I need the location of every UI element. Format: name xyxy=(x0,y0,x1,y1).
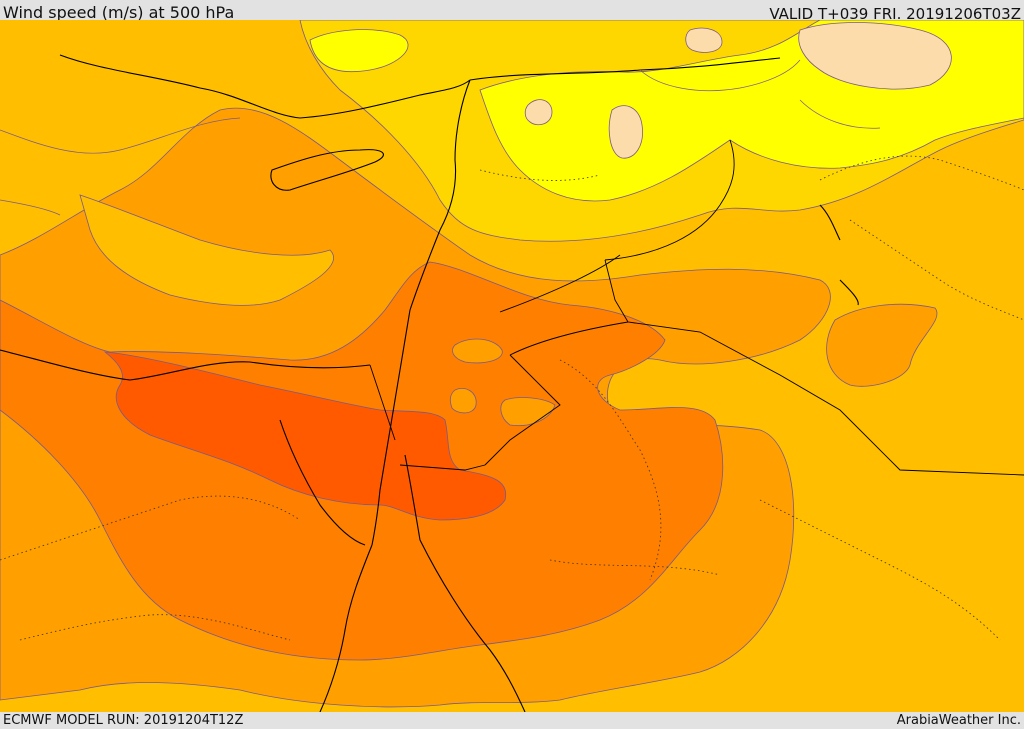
amber-tongue xyxy=(79,194,334,306)
model-run: ECMWF MODEL RUN: 20191204T12Z xyxy=(3,713,244,728)
map-title: Wind speed (m/s) at 500 hPa xyxy=(3,3,235,22)
light-patch-3 xyxy=(524,99,553,126)
inner-blob-1 xyxy=(452,338,503,364)
light-patch-1 xyxy=(798,22,952,90)
contour-lines xyxy=(0,59,881,216)
credit: ArabiaWeather Inc. xyxy=(896,713,1021,728)
red-orange-core xyxy=(103,351,507,521)
footer-bar: ECMWF MODEL RUN: 20191204T12Z ArabiaWeat… xyxy=(0,712,1024,729)
valid-time: VALID T+039 FRI. 20191206T03Z xyxy=(769,5,1021,23)
wind-speed-map xyxy=(0,20,1024,712)
light-patch-2 xyxy=(608,105,643,159)
coastlines xyxy=(0,54,859,712)
light-patch-4 xyxy=(685,27,723,53)
inner-blob-3 xyxy=(449,388,477,414)
subnational-borders xyxy=(0,155,1024,641)
yellow-region-2 xyxy=(309,29,409,73)
inner-blob-2 xyxy=(500,397,556,427)
country-borders xyxy=(369,139,1024,476)
dark-orange-region-east xyxy=(826,303,938,387)
header-bar: Wind speed (m/s) at 500 hPa VALID T+039 … xyxy=(0,0,1024,23)
